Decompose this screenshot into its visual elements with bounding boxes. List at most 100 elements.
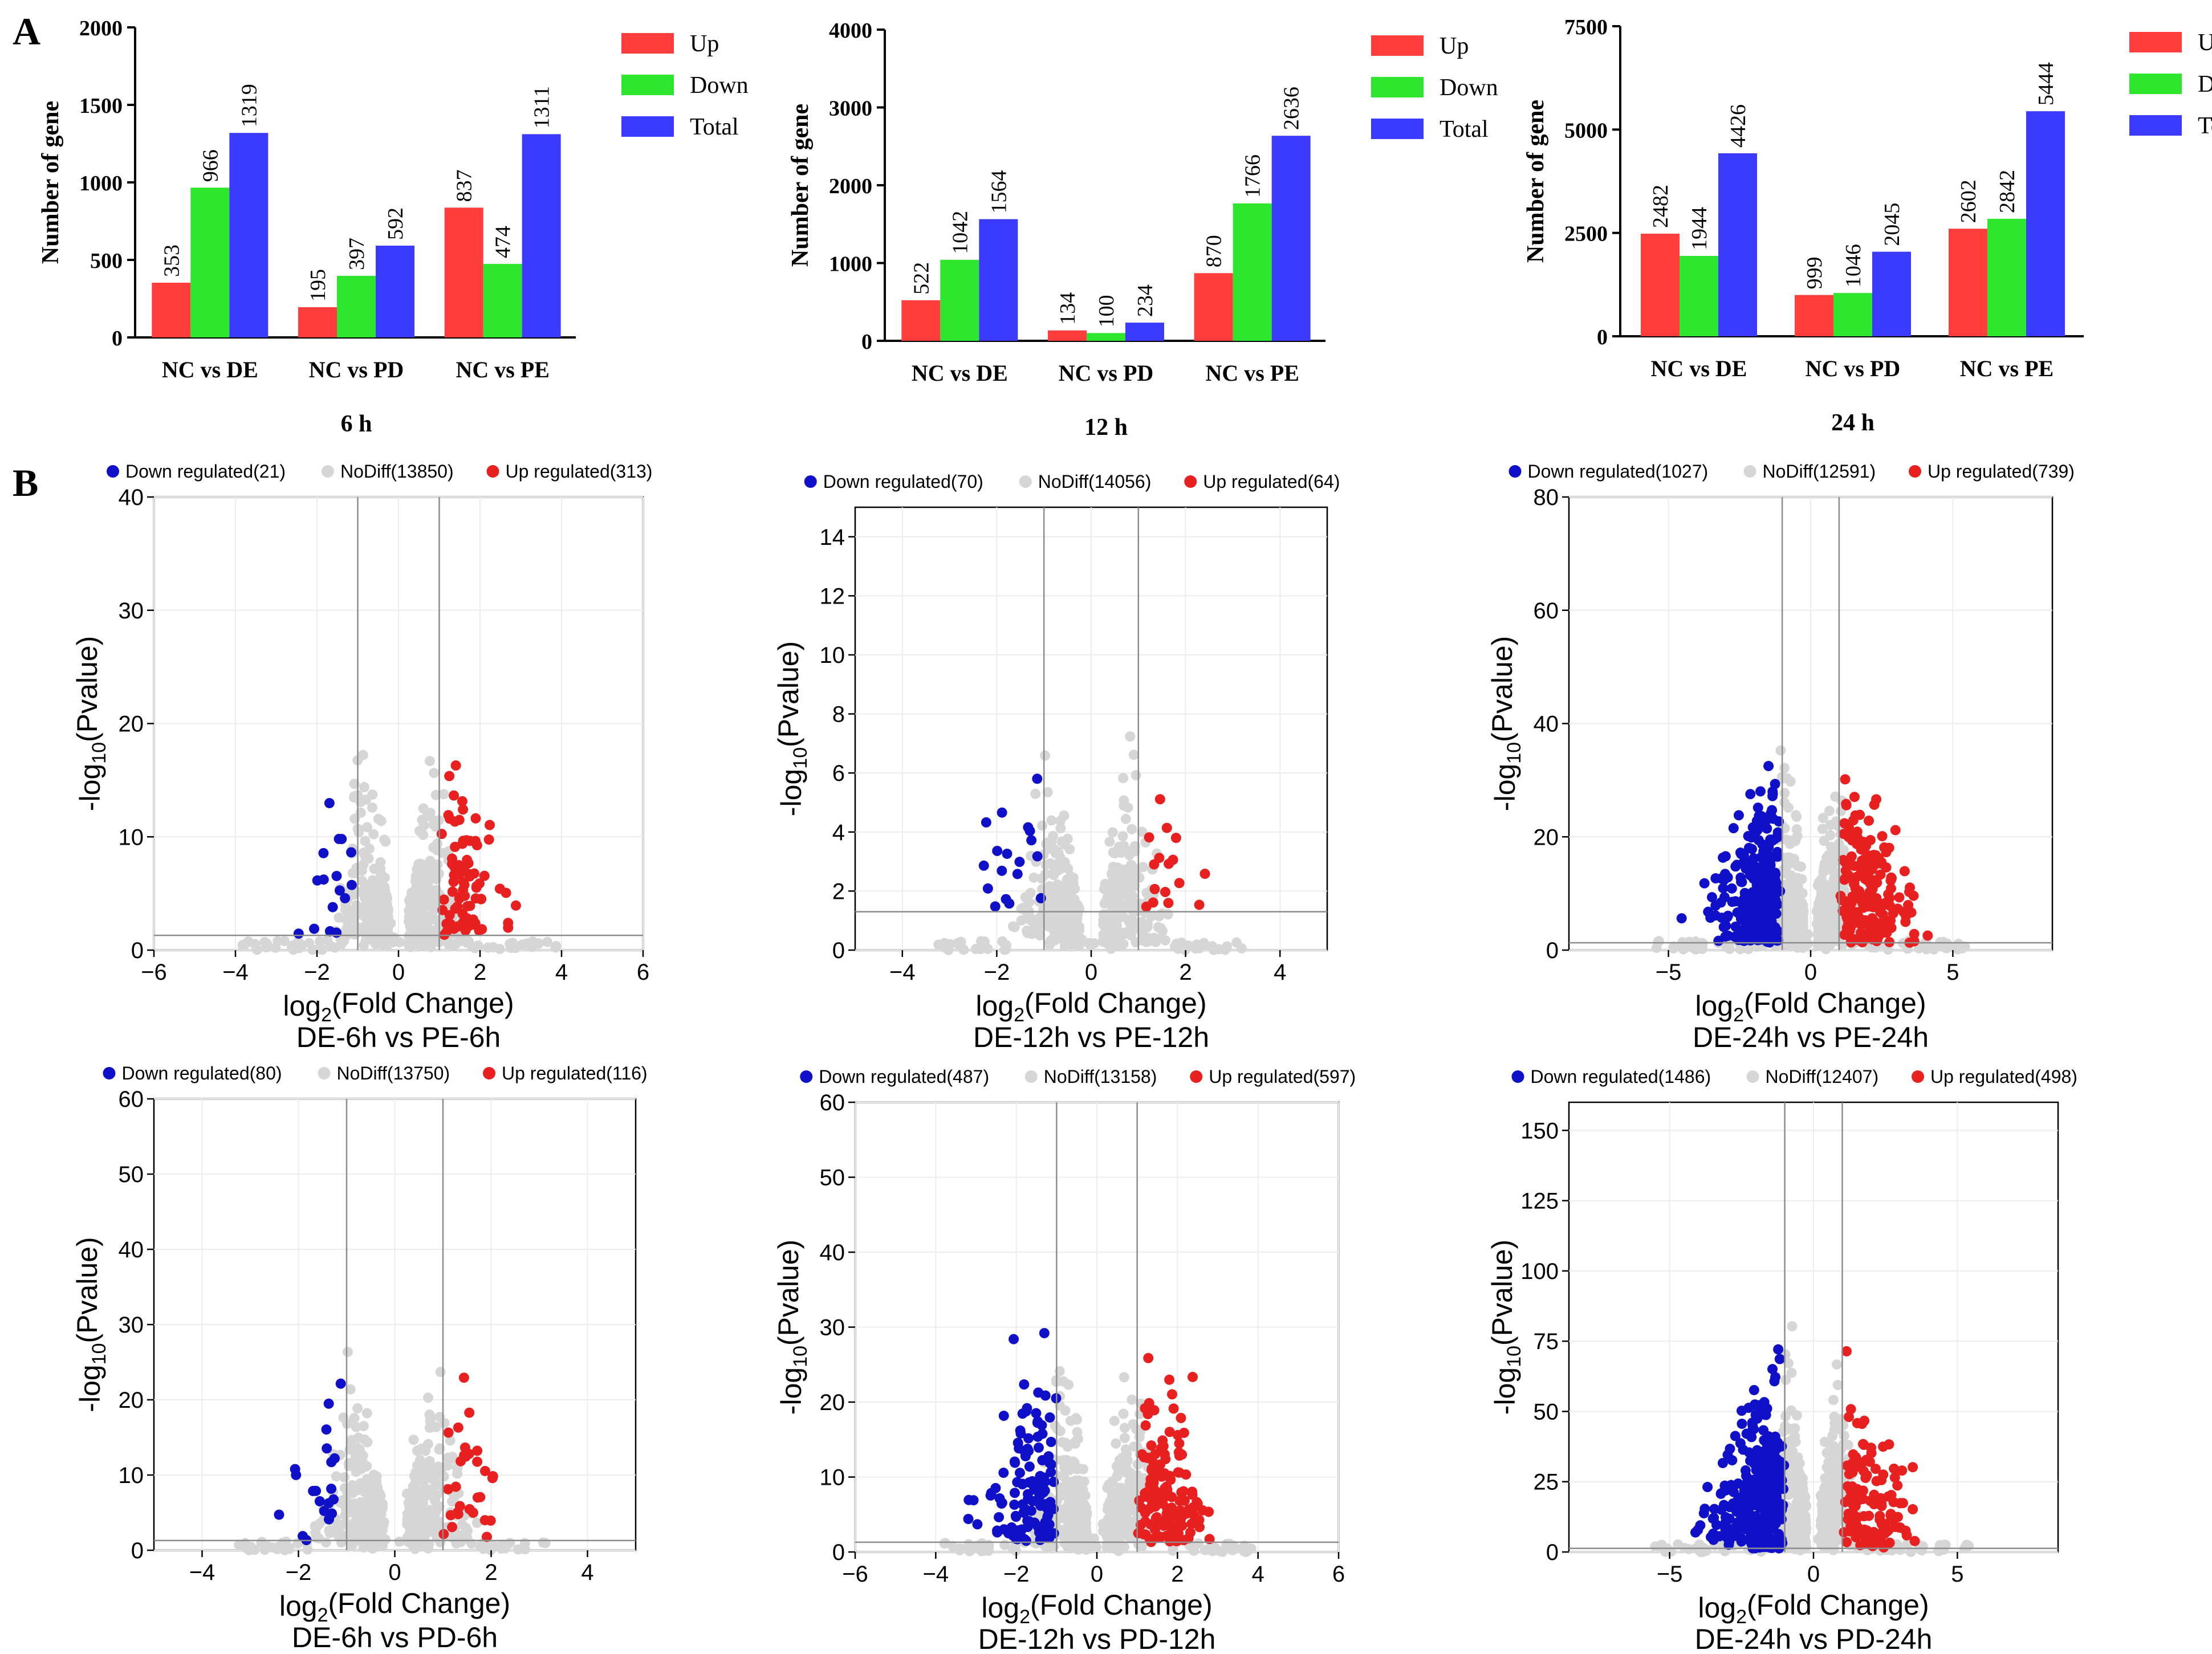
down-regulated-point	[1724, 1513, 1735, 1524]
up-regulated-point	[1884, 893, 1895, 903]
nodiff-point	[1060, 941, 1071, 952]
up-regulated-point	[1892, 903, 1903, 914]
down-regulated-point	[963, 1514, 974, 1525]
bar-up	[1641, 233, 1680, 336]
nodiff-point	[361, 882, 372, 893]
bar-value-label: 1944	[1688, 207, 1711, 250]
up-regulated-point	[457, 918, 468, 928]
down-regulated-point	[972, 1519, 983, 1530]
up-regulated-point	[1877, 831, 1888, 842]
legend-nodiff-label: NoDiff(12591)	[1763, 461, 1876, 482]
nodiff-point	[1126, 872, 1137, 883]
nodiff-point	[1801, 1523, 1812, 1534]
down-regulated-point	[340, 893, 351, 903]
down-regulated-point	[321, 1424, 332, 1435]
nodiff-point	[357, 905, 368, 916]
nodiff-point	[1782, 1522, 1793, 1533]
nodiff-point	[1780, 1374, 1791, 1385]
nodiff-point	[1137, 826, 1148, 837]
nodiff-point	[261, 938, 272, 949]
nodiff-point	[1226, 1544, 1237, 1555]
nodiff-point	[1042, 787, 1053, 797]
down-regulated-point	[1765, 860, 1776, 871]
down-regulated-point	[1751, 1522, 1762, 1533]
nodiff-point	[1119, 1372, 1129, 1383]
down-regulated-point	[1753, 1489, 1764, 1500]
nodiff-point	[1817, 824, 1828, 834]
up-regulated-point	[1140, 1403, 1150, 1413]
up-regulated-point	[1876, 858, 1886, 869]
nodiff-point	[339, 1483, 350, 1494]
up-regulated-point	[1162, 1503, 1173, 1514]
up-regulated-point	[447, 886, 458, 897]
up-regulated-point	[1909, 928, 1920, 939]
down-regulated-point	[323, 1398, 334, 1409]
up-regulated-point	[1897, 1498, 1908, 1509]
up-regulated-point	[1187, 1371, 1198, 1382]
up-regulated-point	[1841, 800, 1852, 810]
up-regulated-point	[1866, 1443, 1877, 1453]
y-tick-label: 3000	[829, 97, 872, 121]
down-regulated-point	[1010, 1510, 1021, 1521]
nodiff-point	[1030, 788, 1041, 799]
up-regulated-point	[443, 810, 454, 821]
nodiff-point	[1832, 1380, 1843, 1391]
up-regulated-point	[1843, 1508, 1854, 1519]
nodiff-point	[1827, 907, 1838, 918]
legend-label: Total	[690, 114, 739, 140]
up-regulated-point	[1194, 1522, 1205, 1533]
nodiff-point	[1826, 1538, 1837, 1549]
nodiff-point	[348, 1456, 359, 1467]
nodiff-point	[1821, 1447, 1832, 1458]
down-regulated-point	[290, 1464, 300, 1474]
up-regulated-point	[449, 862, 460, 873]
nodiff-point	[337, 1530, 348, 1541]
nodiff-point	[349, 779, 360, 789]
legend-swatch-up	[621, 33, 674, 54]
down-regulated-point	[1761, 916, 1772, 927]
bar-value-label: 999	[1803, 257, 1827, 290]
nodiff-point	[1792, 1522, 1803, 1533]
nodiff-point	[1783, 1358, 1794, 1368]
nodiff-point	[1104, 1533, 1115, 1544]
legend-down-regulated-marker	[103, 1067, 116, 1079]
y-tick-label: 1000	[79, 172, 123, 195]
nodiff-point	[355, 1464, 366, 1474]
up-regulated-point	[472, 1456, 483, 1467]
nodiff-point	[404, 931, 414, 942]
legend-up-regulated-label: Up regulated(64)	[1203, 471, 1340, 492]
nodiff-point	[1174, 943, 1185, 954]
down-regulated-point	[1756, 852, 1767, 862]
nodiff-point	[1024, 897, 1035, 908]
down-regulated-point	[991, 1525, 1002, 1536]
down-regulated-point	[1721, 920, 1731, 931]
down-regulated-point	[1755, 786, 1766, 797]
x-tick-label: −2	[1003, 1562, 1030, 1587]
nodiff-point	[352, 1403, 363, 1413]
down-regulated-point	[1708, 1528, 1719, 1539]
nodiff-point	[1125, 731, 1136, 742]
nodiff-point	[542, 936, 552, 947]
legend-down-regulated-marker	[1511, 1070, 1524, 1083]
up-regulated-point	[1840, 865, 1851, 876]
nodiff-point	[1016, 915, 1027, 926]
nodiff-point	[1800, 1538, 1811, 1549]
up-regulated-point	[441, 927, 452, 938]
nodiff-point	[422, 1511, 433, 1522]
up-regulated-point	[1864, 815, 1874, 826]
nodiff-point	[1198, 938, 1209, 948]
nodiff-point	[249, 939, 260, 950]
x-tick-label: −2	[304, 960, 330, 985]
up-regulated-point	[450, 760, 461, 771]
up-regulated-point	[437, 905, 448, 915]
nodiff-point	[1101, 895, 1112, 906]
nodiff-point	[1072, 936, 1083, 947]
nodiff-point	[1001, 940, 1012, 951]
nodiff-point	[408, 1435, 419, 1445]
bar-total	[1872, 251, 1911, 336]
nodiff-point	[1077, 1541, 1088, 1552]
down-regulated-point	[314, 1496, 325, 1507]
down-regulated-point	[1718, 883, 1729, 894]
nodiff-point	[1120, 1444, 1131, 1455]
